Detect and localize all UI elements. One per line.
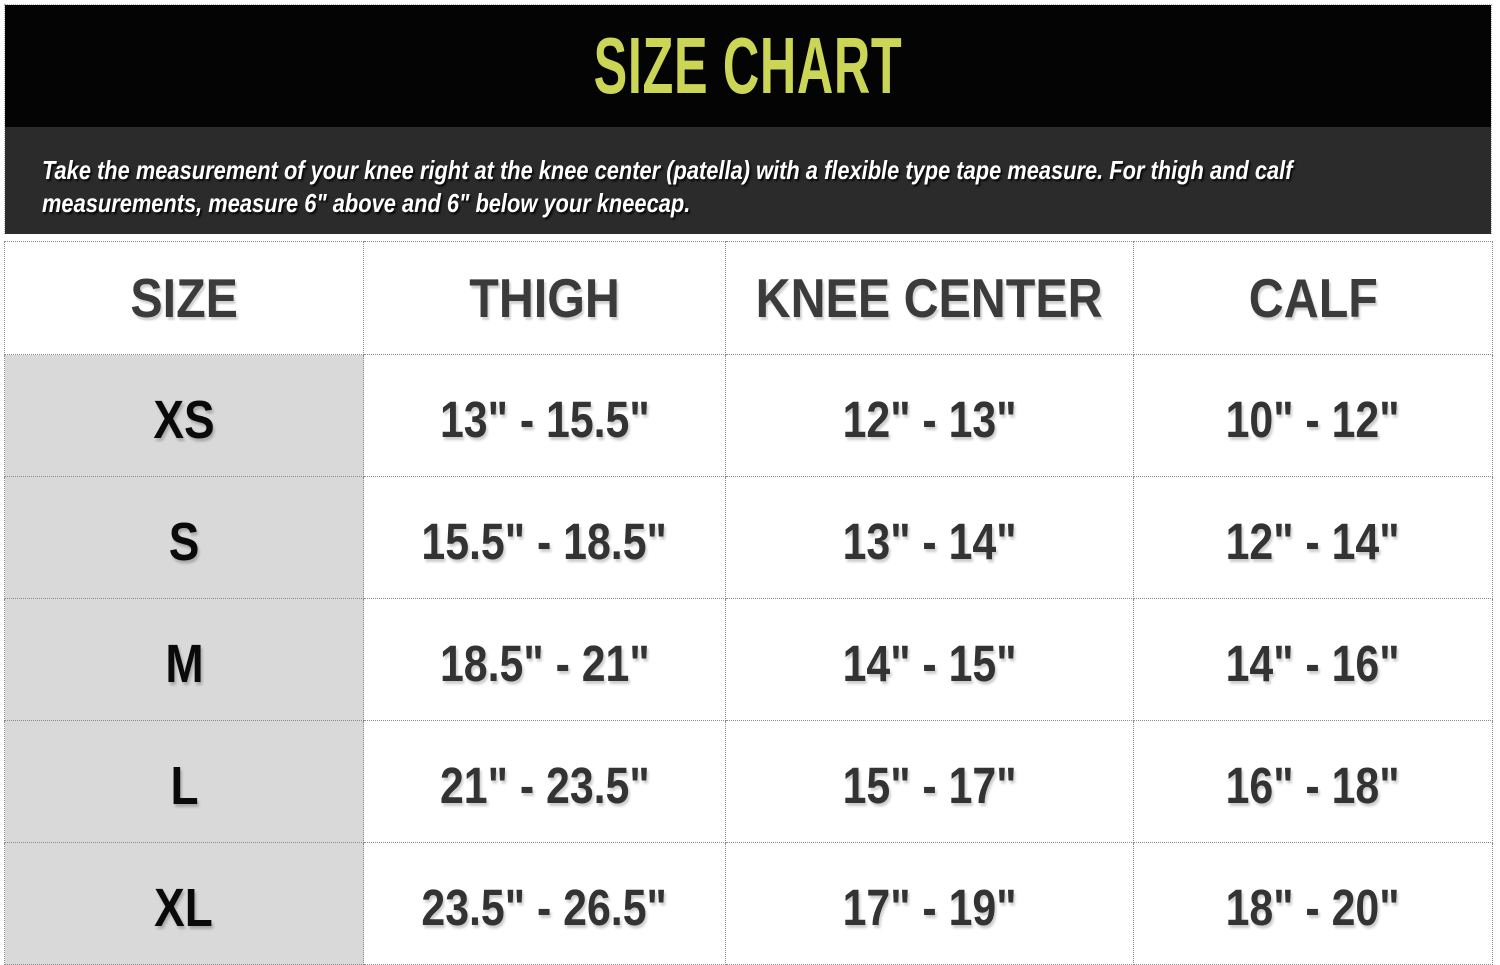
s-calf-value: 12" - 14" [1225,513,1400,570]
cell-l-size: L [4,720,364,843]
title-bar: SIZE CHART [5,5,1491,127]
s-knee-center-value: 13" - 14" [842,513,1017,570]
spacer [4,234,1492,241]
cell-xl-thigh: 23.5" - 26.5" [363,842,726,965]
column-header-size-label: SIZE [130,267,238,329]
cell-m-thigh: 18.5" - 21" [363,598,726,721]
xs-knee-center-value: 12" - 13" [842,391,1017,448]
m-calf-value: 14" - 16" [1225,635,1400,692]
size-chart-table: SIZE THIGH KNEE CENTER CALF XS 13" - 15.… [4,241,1493,965]
cell-xl-knee-center: 17" - 19" [725,842,1134,965]
l-thigh-value: 21" - 23.5" [439,757,650,814]
cell-xl-size: XL [4,842,364,965]
cell-s-calf: 12" - 14" [1133,476,1493,599]
column-header-calf: CALF [1133,241,1493,355]
l-calf-value: 16" - 18" [1225,757,1400,814]
cell-l-thigh: 21" - 23.5" [363,720,726,843]
instruction-line-1: Take the measurement of your knee right … [42,154,1491,187]
cell-xs-knee-center: 12" - 13" [725,354,1134,477]
xl-thigh-value: 23.5" - 26.5" [421,879,668,936]
cell-m-knee-center: 14" - 15" [725,598,1134,721]
cell-s-knee-center: 13" - 14" [725,476,1134,599]
cell-s-thigh: 15.5" - 18.5" [363,476,726,599]
table-row-s: S 15.5" - 18.5" 13" - 14" 12" - 14" [4,476,1493,599]
cell-xs-thigh: 13" - 15.5" [363,354,726,477]
xl-size-label: XL [154,877,214,938]
instruction-line-2: measurements, measure 6" above and 6" be… [42,187,1491,220]
xs-thigh-value: 13" - 15.5" [439,391,650,448]
header-row: SIZE THIGH KNEE CENTER CALF [4,241,1493,355]
banner-section: SIZE CHART Take the measurement of your … [4,4,1492,234]
m-thigh-value: 18.5" - 21" [439,635,650,692]
s-thigh-value: 15.5" - 18.5" [421,513,668,570]
m-knee-center-value: 14" - 15" [842,635,1017,692]
column-header-knee-center: KNEE CENTER [725,241,1134,355]
column-header-thigh: THIGH [363,241,726,355]
column-header-size: SIZE [4,241,364,355]
page-frame: SIZE CHART Take the measurement of your … [4,4,1493,965]
cell-xl-calf: 18" - 20" [1133,842,1493,965]
column-header-thigh-label: THIGH [469,267,620,329]
cell-m-calf: 14" - 16" [1133,598,1493,721]
instructions-panel: Take the measurement of your knee right … [5,127,1491,234]
xs-calf-value: 10" - 12" [1225,391,1400,448]
column-header-calf-label: CALF [1248,267,1378,329]
cell-l-calf: 16" - 18" [1133,720,1493,843]
cell-m-size: M [4,598,364,721]
table-row-xl: XL 23.5" - 26.5" 17" - 19" 18" - 20" [4,842,1493,965]
instruction-line-1-text: Take the measurement of your knee right … [42,155,1293,185]
cell-s-size: S [4,476,364,599]
l-size-label: L [169,755,199,816]
xs-size-label: XS [153,389,215,450]
s-size-label: S [168,511,200,572]
page-title: SIZE CHART [593,21,903,110]
cell-xs-size: XS [4,354,364,477]
instruction-line-2-text: measurements, measure 6" above and 6" be… [42,188,691,218]
l-knee-center-value: 15" - 17" [842,757,1017,814]
m-size-label: M [164,633,204,694]
table-row-xs: XS 13" - 15.5" 12" - 13" 10" - 12" [4,354,1493,477]
table-row-m: M 18.5" - 21" 14" - 15" 14" - 16" [4,598,1493,721]
cell-xs-calf: 10" - 12" [1133,354,1493,477]
xl-calf-value: 18" - 20" [1225,879,1400,936]
xl-knee-center-value: 17" - 19" [842,879,1017,936]
column-header-knee-center-label: KNEE CENTER [756,267,1103,329]
table-row-l: L 21" - 23.5" 15" - 17" 16" - 18" [4,720,1493,843]
cell-l-knee-center: 15" - 17" [725,720,1134,843]
